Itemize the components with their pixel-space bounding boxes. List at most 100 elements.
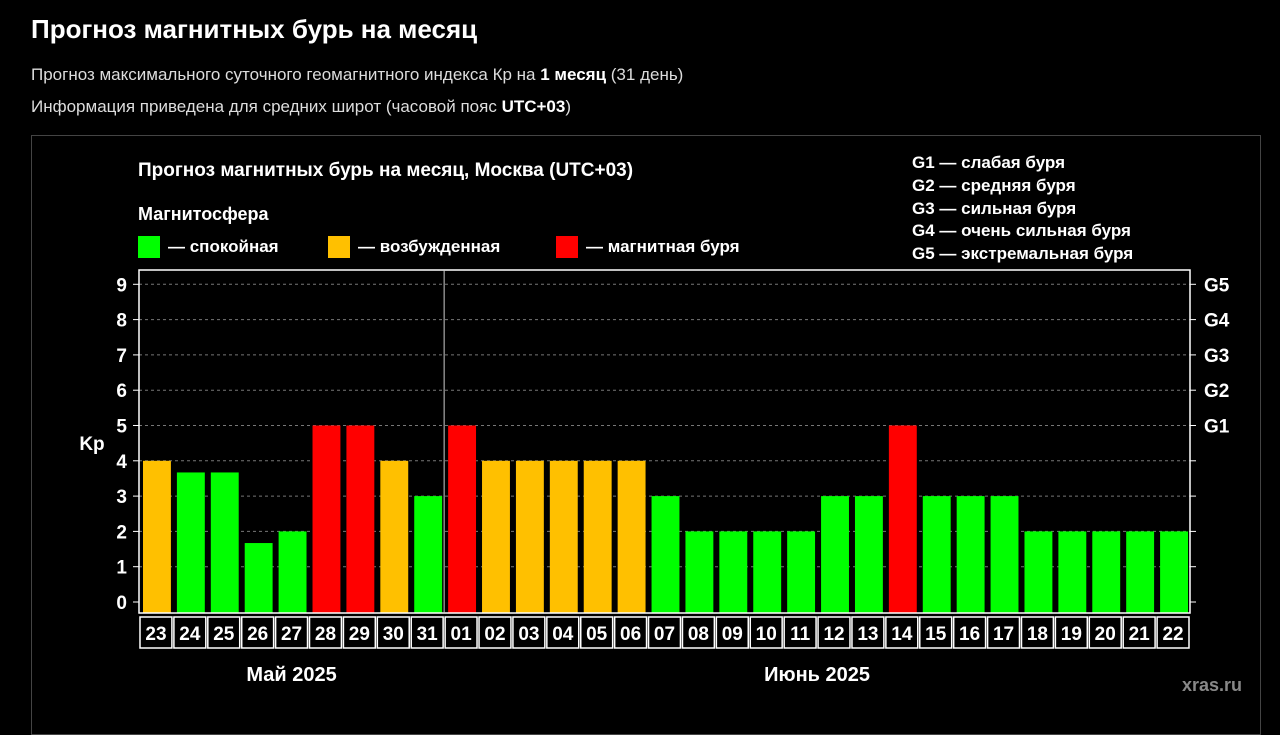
date-label: 31 (417, 624, 439, 645)
date-label: 16 (959, 624, 980, 645)
date-label: 23 (145, 624, 166, 645)
date-box (919, 616, 953, 649)
g-scale-label: G3 (1204, 346, 1229, 367)
date-box (749, 616, 783, 649)
bar (854, 496, 883, 613)
date-box (139, 616, 173, 649)
bar (549, 460, 578, 613)
legend-title: Магнитосфера (138, 204, 269, 224)
date-label: 03 (518, 624, 539, 645)
date-box (613, 616, 648, 649)
date-label: 14 (891, 624, 913, 645)
date-box (1088, 616, 1122, 649)
bar (380, 460, 409, 613)
bar (414, 496, 443, 613)
date-label: 09 (722, 624, 743, 645)
g-scale-label: G2 (1204, 381, 1229, 402)
bar (922, 496, 951, 613)
g-scale-label: G1 (1204, 417, 1230, 438)
date-box (207, 616, 241, 649)
date-box (478, 616, 512, 649)
date-label: 15 (925, 624, 947, 645)
date-label: 12 (823, 624, 844, 645)
date-box (1156, 616, 1190, 649)
date-label: 30 (383, 624, 404, 645)
date-label: 19 (1061, 624, 1082, 645)
bar (244, 543, 273, 613)
date-box (240, 616, 275, 649)
date-box (512, 616, 546, 649)
y-tick-label: 9 (116, 275, 127, 296)
bar (719, 531, 748, 613)
date-label: 27 (281, 624, 302, 645)
bar (312, 425, 341, 613)
plot-border (138, 269, 1191, 614)
month-label: Май 2025 (246, 664, 336, 686)
bar (651, 496, 680, 613)
bar (278, 531, 307, 613)
g-legend-item: G2 — средняя буря (912, 176, 1076, 195)
swatch-quiet (138, 236, 160, 258)
month-label: Июнь 2025 (764, 664, 870, 686)
date-label: 21 (1129, 624, 1151, 645)
subtitle-timezone: Информация приведена для средних широт (… (31, 97, 572, 116)
y-axis-label: Kp (79, 434, 104, 455)
bar (515, 460, 544, 613)
g-legend-item: G3 — сильная буря (912, 199, 1077, 218)
date-label: 17 (993, 624, 1014, 645)
g-legend-item: G1 — слабая буря (912, 153, 1066, 172)
date-label: 26 (247, 624, 268, 645)
date-label: 18 (1027, 624, 1048, 645)
date-box (952, 616, 987, 649)
date-label: 29 (349, 624, 370, 645)
date-box (783, 616, 817, 649)
chart-title: Прогноз магнитных бурь на месяц, Москва … (138, 160, 634, 181)
bar (482, 460, 510, 613)
legend-active: — возбужденная (328, 236, 500, 258)
subtitle-period: Прогноз максимального суточного геомагни… (31, 65, 684, 84)
bar (176, 472, 205, 613)
date-label: 08 (688, 624, 709, 645)
date-box (1020, 616, 1055, 649)
bar (448, 425, 477, 613)
date-box (1054, 616, 1089, 649)
date-label: 28 (315, 624, 336, 645)
date-label: 11 (790, 624, 811, 645)
y-tick-label: 5 (116, 417, 127, 438)
date-label: 06 (620, 624, 641, 645)
date-box (681, 616, 716, 649)
date-label: 20 (1095, 624, 1116, 645)
date-box (444, 616, 478, 649)
date-box (986, 616, 1021, 649)
date-box (546, 616, 580, 649)
date-label: 22 (1162, 624, 1183, 645)
date-label: 02 (484, 624, 505, 645)
bar (346, 425, 375, 613)
date-box (1122, 616, 1156, 649)
g-scale-label: G4 (1204, 311, 1230, 332)
bar (1126, 531, 1155, 613)
bar (1058, 531, 1087, 613)
date-label: 24 (179, 624, 201, 645)
date-label: 13 (857, 624, 878, 645)
date-label: 25 (213, 624, 235, 645)
bar (617, 460, 646, 613)
date-box (410, 616, 444, 649)
y-tick-label: 1 (116, 558, 127, 579)
bar (583, 460, 612, 613)
y-tick-label: 7 (116, 346, 127, 367)
swatch-storm (556, 236, 578, 258)
bar (210, 472, 239, 613)
bar (1024, 531, 1053, 613)
bar (787, 531, 816, 613)
date-box (647, 616, 682, 649)
y-tick-label: 8 (116, 311, 127, 332)
bar (143, 460, 171, 613)
watermark: xras.ru (1182, 675, 1243, 695)
date-box (851, 616, 885, 649)
g-scale-label: G5 (1204, 275, 1230, 296)
page-title: Прогноз магнитных бурь на месяц (31, 14, 478, 44)
date-label: 01 (451, 624, 473, 645)
date-box (579, 616, 614, 649)
